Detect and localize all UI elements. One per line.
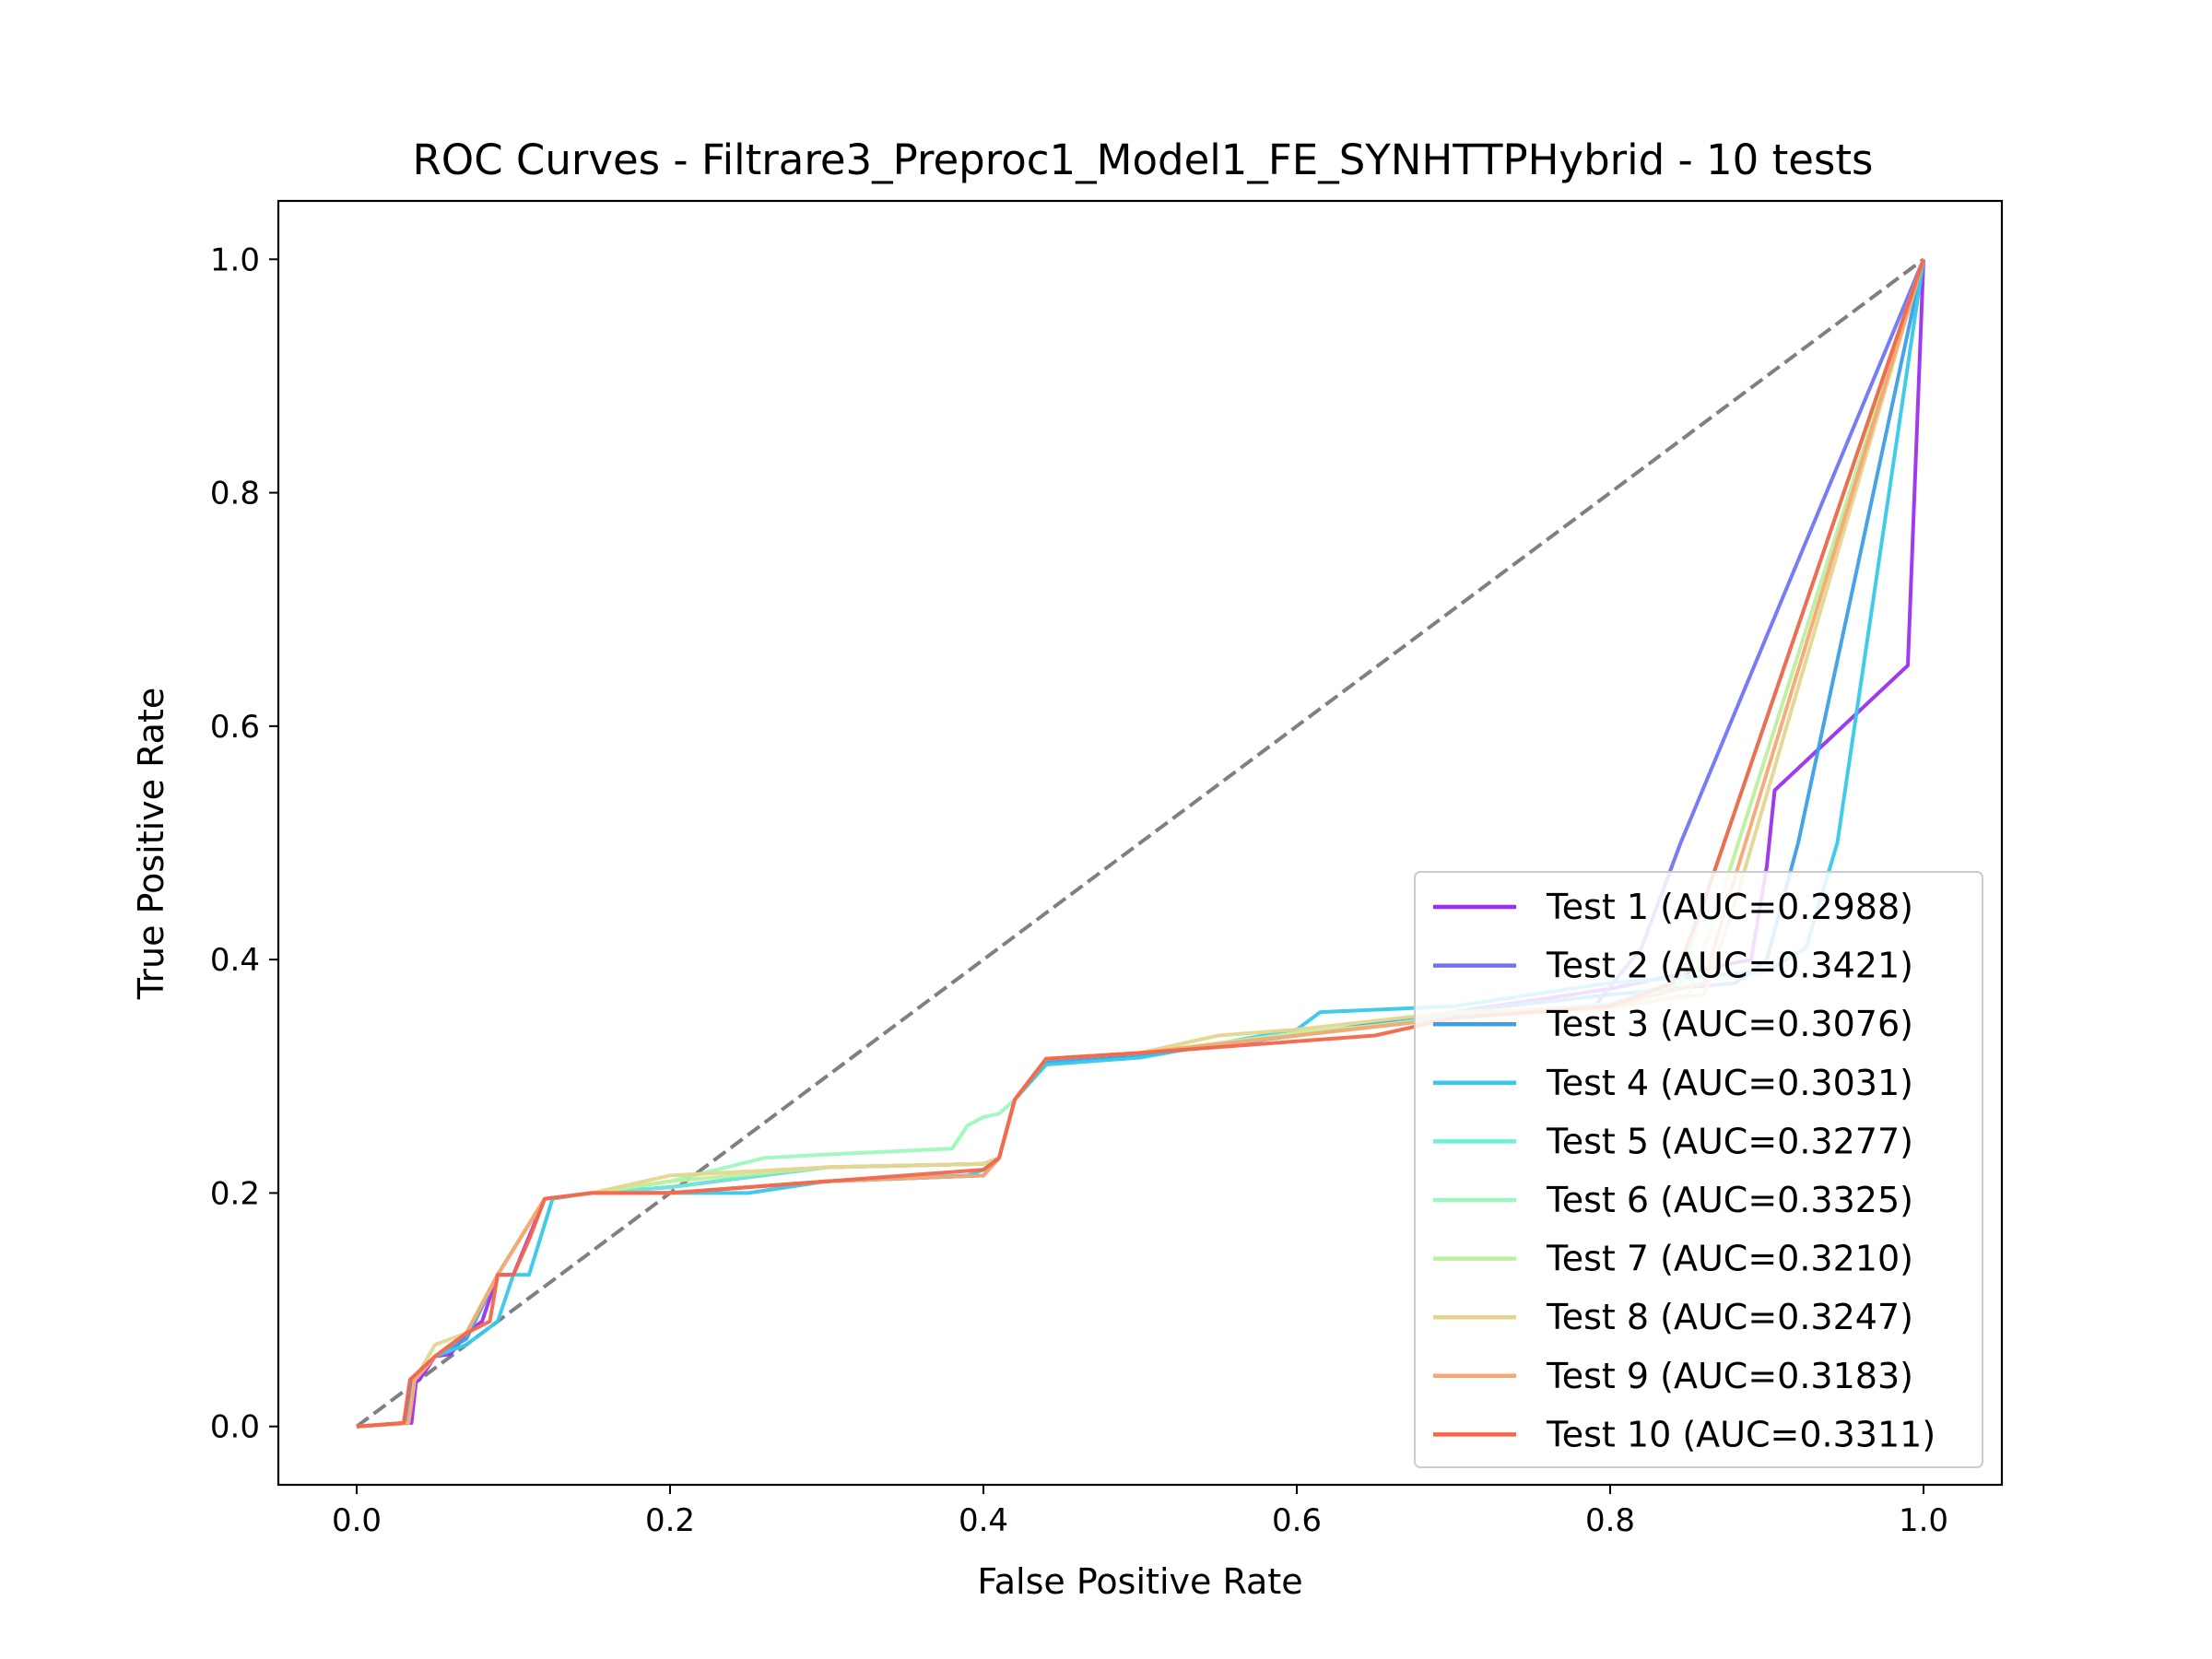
legend-item: Test 5 (AUC=0.3277) [1433, 1121, 1913, 1161]
legend-item: Test 6 (AUC=0.3325) [1433, 1180, 1913, 1220]
x-tick-label: 1.0 [1899, 1502, 1948, 1539]
legend-item: Test 2 (AUC=0.3421) [1433, 946, 1913, 986]
legend-item: Test 1 (AUC=0.2988) [1433, 887, 1913, 927]
y-tick-label: 1.0 [210, 241, 260, 278]
legend: Test 1 (AUC=0.2988) Test 2 (AUC=0.3421) Te… [1414, 871, 1983, 1468]
y-tick-label: 0.4 [210, 942, 260, 979]
legend-item: Test 10 (AUC=0.3311) [1433, 1414, 1936, 1454]
chart-title: ROC Curves - Filtrare3_Preproc1_Model1_F… [413, 135, 1874, 184]
y-axis: 0.0 0.2 0.4 0.6 0.8 1.0 [210, 241, 278, 1446]
x-tick-label: 0.2 [645, 1502, 695, 1539]
x-tick-label: 0.0 [332, 1502, 382, 1539]
y-axis-label: True Positive Rate [131, 688, 171, 1001]
legend-label: Test 4 (AUC=0.3031) [1546, 1063, 1913, 1103]
legend-label: Test 1 (AUC=0.2988) [1546, 887, 1913, 927]
x-axis-label: False Positive Rate [977, 1561, 1302, 1602]
y-tick-label: 0.8 [210, 476, 260, 512]
legend-label: Test 2 (AUC=0.3421) [1546, 946, 1913, 986]
x-axis: 0.0 0.2 0.4 0.6 0.8 1.0 [332, 1485, 1948, 1539]
legend-item: Test 4 (AUC=0.3031) [1433, 1063, 1913, 1103]
legend-label: Test 9 (AUC=0.3183) [1546, 1356, 1913, 1396]
y-tick-label: 0.0 [210, 1409, 260, 1446]
legend-item: Test 9 (AUC=0.3183) [1433, 1356, 1913, 1396]
chance-diagonal-line [355, 257, 1925, 1429]
legend-label: Test 5 (AUC=0.3277) [1546, 1121, 1913, 1161]
legend-label: Test 6 (AUC=0.3325) [1546, 1180, 1913, 1220]
x-tick-label: 0.8 [1585, 1502, 1635, 1539]
legend-label: Test 7 (AUC=0.3210) [1546, 1239, 1913, 1279]
plot-frame [276, 199, 2004, 1487]
x-tick-label: 0.4 [959, 1502, 1008, 1539]
legend-label: Test 8 (AUC=0.3247) [1546, 1297, 1913, 1337]
legend-item: Test 7 (AUC=0.3210) [1433, 1239, 1913, 1279]
y-tick-label: 0.2 [210, 1175, 260, 1212]
legend-label: Test 10 (AUC=0.3311) [1546, 1414, 1936, 1454]
x-tick-label: 0.6 [1272, 1502, 1322, 1539]
legend-item: Test 8 (AUC=0.3247) [1433, 1297, 1913, 1337]
legend-item: Test 3 (AUC=0.3076) [1433, 1004, 1913, 1044]
legend-box [1414, 871, 1983, 1468]
y-tick-label: 0.6 [210, 709, 260, 746]
legend-label: Test 3 (AUC=0.3076) [1546, 1004, 1913, 1044]
